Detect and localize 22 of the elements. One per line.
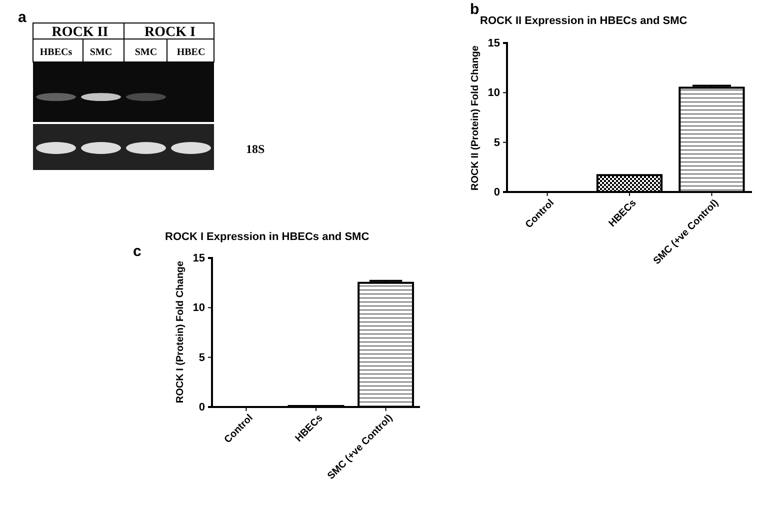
text: HBEC <box>176 47 206 58</box>
text: a <box>18 9 27 26</box>
text: 18S <box>246 142 265 156</box>
text: SMC <box>90 47 112 58</box>
chart-title: ROCK I Expression in HBECs and SMC <box>165 231 370 243</box>
text: HBECs <box>40 47 72 58</box>
y-tick-label: 5 <box>198 352 205 364</box>
y-tick-label: 5 <box>494 136 500 149</box>
chart-title: ROCK II Expression in HBECs and SMC <box>480 15 688 27</box>
y-tick-label: 15 <box>488 38 500 50</box>
y-tick-label: 15 <box>192 252 205 265</box>
text: ROCK II <box>52 25 108 40</box>
y-tick-label: 0 <box>198 402 205 414</box>
text: c <box>133 243 142 260</box>
text: b <box>470 1 480 18</box>
y-axis-title: ROCK II (Protein) Fold Change <box>470 45 481 190</box>
text: SMC <box>134 47 158 58</box>
y-axis-title: ROCK I (Protein) Fold Change <box>175 260 186 404</box>
y-tick-label: 10 <box>192 302 205 314</box>
text: ROCK I <box>144 25 196 40</box>
y-tick-label: 0 <box>494 186 500 199</box>
y-tick-label: 10 <box>488 87 500 100</box>
